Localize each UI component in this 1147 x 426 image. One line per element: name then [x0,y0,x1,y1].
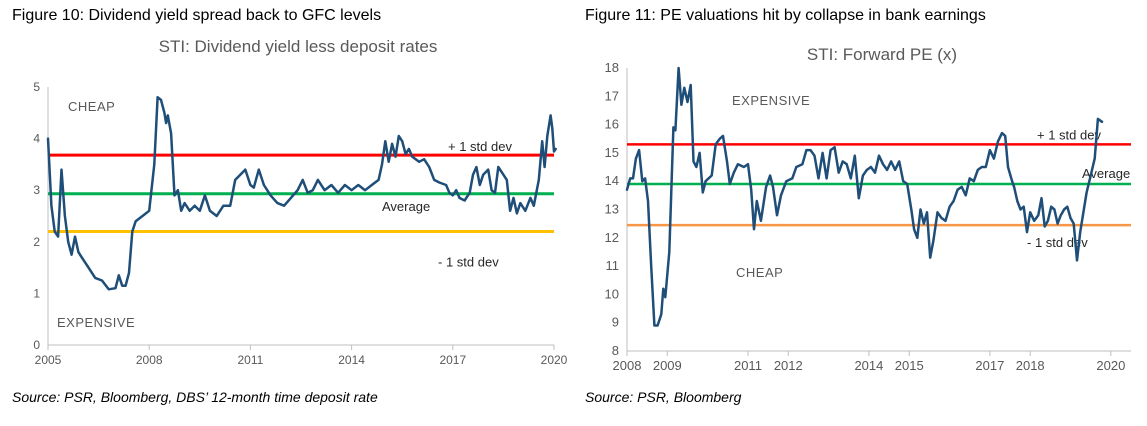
figure-10-panel: Figure 10: Dividend yield spread back to… [12,7,568,405]
figure-11-panel: Figure 11: PE valuations hit by collapse… [575,0,1147,426]
region-annotation: CHEAP [736,265,783,280]
x-tick-label: 2011 [237,353,263,367]
x-tick-label: 2008 [613,358,642,373]
x-tick-label: 2020 [541,353,568,367]
series-line [46,96,557,291]
y-tick-label: 2 [33,235,40,249]
x-tick-label: 2014 [338,353,365,367]
x-tick-label: 2008 [136,353,163,367]
chart-title: STI: Dividend yield less deposit rates [159,37,438,56]
forward-pe-chart: STI: Forward PE (x) 8 9 10 11 12 13 14 15 16 17 18 2… [605,45,1131,373]
source-note: Source: PSR, Bloomberg [585,389,742,405]
reference-line-label: + 1 std dev [1037,127,1101,142]
y-tick-label: 9 [612,315,619,330]
reference-line-label: Average [1082,166,1130,181]
reference-line-label: + 1 std dev [448,139,512,154]
y-tick-label: 12 [605,230,619,245]
y-tick-label: 13 [605,202,619,217]
x-tick-label: 2014 [854,358,883,373]
y-tick-label: 18 [605,60,619,75]
x-tick-label: 2009 [653,358,682,373]
reference-line-label: - 1 std dev [1027,235,1088,250]
y-tick-label: 8 [612,343,619,358]
x-tick-label: 2015 [895,358,924,373]
y-tick-label: 0 [33,338,40,352]
x-tick-label: 2005 [35,353,62,367]
y-tick-label: 15 [605,145,619,160]
x-tick-label: 2012 [774,358,803,373]
x-tick-label: 2011 [734,358,762,373]
x-tick-label: 2018 [1016,358,1045,373]
y-tick-label: 17 [605,88,619,103]
region-annotation: EXPENSIVE [57,315,135,330]
y-tick-label: 14 [605,173,619,188]
series-line [625,66,1104,327]
dividend-yield-chart: STI: Dividend yield less deposit rates 0 1… [33,37,568,367]
source-note: Source: PSR, Bloomberg, DBS’ 12-month ti… [12,389,378,405]
y-tick-label: 5 [33,80,40,94]
y-tick-label: 1 [33,286,40,300]
x-tick-label: 2017 [975,358,1004,373]
reference-line-label: Average [382,199,430,214]
chart-title: STI: Forward PE (x) [807,45,957,64]
y-tick-label: 10 [605,286,619,301]
reference-line-label: - 1 std dev [438,254,499,269]
y-tick-label: 11 [606,258,620,273]
region-annotation: EXPENSIVE [732,93,810,108]
y-tick-label: 16 [605,117,619,132]
region-annotation: CHEAP [68,99,115,114]
figure-title: Figure 10: Dividend yield spread back to… [12,7,382,24]
x-tick-label: 2020 [1096,358,1125,373]
y-tick-label: 3 [33,183,40,197]
figure-title: Figure 11: PE valuations hit by collapse… [585,7,986,24]
y-tick-label: 4 [33,132,40,146]
x-tick-label: 2017 [439,353,466,367]
